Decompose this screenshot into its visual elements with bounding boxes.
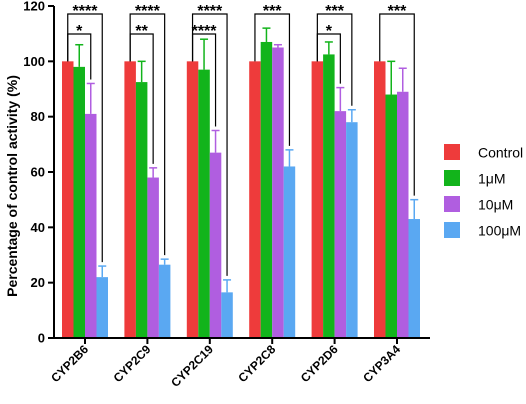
x-tick-label: CYP2C8 xyxy=(235,342,278,385)
bar xyxy=(397,91,409,339)
legend-swatch xyxy=(444,144,460,160)
bar xyxy=(249,61,261,338)
legend-label: 1μM xyxy=(478,171,506,187)
bar xyxy=(311,61,324,338)
significance-bracket xyxy=(129,33,154,164)
bars xyxy=(62,41,420,339)
significance-bracket xyxy=(67,33,92,80)
bar xyxy=(323,54,335,339)
bar xyxy=(408,219,420,338)
bar xyxy=(147,177,159,338)
x-tick-label: CYP2C19 xyxy=(168,342,216,390)
legend-swatch xyxy=(444,222,460,238)
legend-swatch xyxy=(444,196,460,212)
significance-bracket xyxy=(191,33,217,127)
y-tick-label: 120 xyxy=(23,0,45,14)
y-tick-label: 80 xyxy=(31,109,45,124)
significance-label: ** xyxy=(135,23,148,40)
y-tick-label: 40 xyxy=(31,220,45,235)
bar xyxy=(73,66,85,338)
bar xyxy=(334,111,347,338)
bar xyxy=(158,264,171,338)
significance-label: * xyxy=(326,23,333,40)
bar xyxy=(221,292,233,338)
legend: Control 1μM 10μM 100μM xyxy=(444,144,523,239)
significance-label: *** xyxy=(388,3,407,20)
y-tick-label: 20 xyxy=(31,275,45,290)
bar xyxy=(272,47,284,338)
significance-bracket xyxy=(316,33,341,84)
significance-label: **** xyxy=(73,3,99,20)
y-tick-label: 100 xyxy=(23,54,45,69)
bar xyxy=(209,152,222,338)
bar xyxy=(135,82,148,338)
significance-label: **** xyxy=(192,23,218,40)
bar xyxy=(374,61,386,338)
significance-label: **** xyxy=(135,3,161,20)
legend-label: 10μM xyxy=(478,197,513,213)
bar xyxy=(85,113,97,339)
significance-label: **** xyxy=(197,3,223,20)
significance-label: * xyxy=(76,23,83,40)
legend-label: Control xyxy=(478,145,523,161)
legend-swatch xyxy=(444,170,460,186)
legend-label: 100μM xyxy=(478,223,521,239)
x-axis: CYP2B6 CYP2C9 CYP2C19 CYP2C8 CYP2D6 CYP3A4 xyxy=(48,337,430,390)
bar xyxy=(124,61,136,338)
significance-brackets: ********************** ******* xyxy=(67,3,415,276)
significance-bracket xyxy=(379,13,415,196)
y-axis-title: Percentage of control activity (%) xyxy=(4,75,20,297)
error-bars xyxy=(75,27,419,293)
x-tick-label: CYP2B6 xyxy=(48,342,91,385)
y-axis: 0 20 40 60 80 100 120 xyxy=(23,0,55,346)
x-tick-label: CYP2D6 xyxy=(298,342,341,385)
significance-bracket xyxy=(254,13,291,146)
y-tick-label: 60 xyxy=(31,165,45,180)
significance-label: *** xyxy=(263,3,282,20)
bar xyxy=(260,41,273,338)
bar xyxy=(186,61,199,338)
x-tick-label: CYP3A4 xyxy=(360,342,403,385)
bar xyxy=(96,277,108,338)
bar xyxy=(283,166,296,338)
bar xyxy=(198,69,210,338)
bar xyxy=(62,61,74,338)
bar xyxy=(346,122,358,338)
x-tick-label: CYP2C9 xyxy=(111,342,154,385)
y-tick-label: 0 xyxy=(38,331,45,346)
significance-label: *** xyxy=(325,3,344,20)
bar xyxy=(385,94,397,339)
